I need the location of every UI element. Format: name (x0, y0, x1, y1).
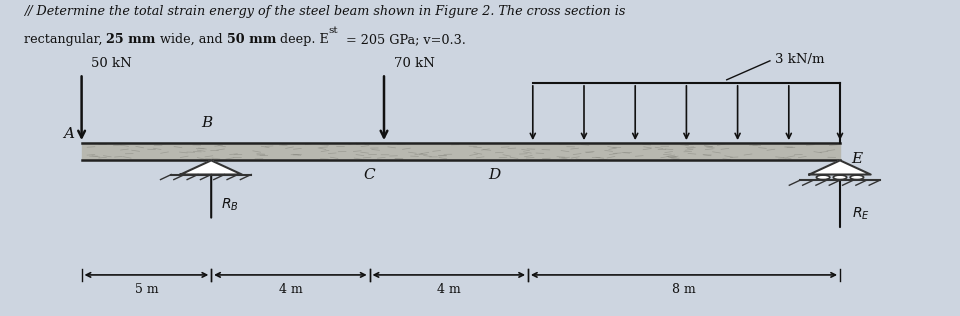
Bar (82, 143, 840, 161)
Text: // Determine the total strain energy of the steel beam shown in Figure 2. The cr: // Determine the total strain energy of … (24, 5, 625, 18)
Text: C: C (364, 168, 375, 182)
Circle shape (816, 175, 829, 179)
Text: deep. E: deep. E (276, 33, 328, 46)
Text: 3 kN/m: 3 kN/m (775, 53, 825, 66)
Text: rectangular,: rectangular, (24, 33, 107, 46)
Text: 8 m: 8 m (672, 283, 696, 296)
Circle shape (851, 175, 864, 179)
Text: 50 mm: 50 mm (227, 33, 276, 46)
Text: 4 m: 4 m (278, 283, 302, 296)
Text: wide, and: wide, and (156, 33, 227, 46)
Text: 50 kN: 50 kN (91, 57, 132, 70)
Text: $R_B$: $R_B$ (221, 197, 238, 213)
Text: 70 kN: 70 kN (394, 57, 435, 70)
Text: B: B (201, 116, 212, 130)
Text: st: st (328, 26, 338, 35)
Text: = 205 GPa; v=0.3.: = 205 GPa; v=0.3. (346, 33, 466, 46)
Text: A: A (63, 127, 74, 142)
Polygon shape (809, 161, 871, 174)
Circle shape (833, 175, 847, 179)
Text: D: D (489, 168, 500, 182)
Text: E: E (852, 152, 863, 166)
Text: 25 mm: 25 mm (107, 33, 156, 46)
Polygon shape (180, 161, 242, 174)
Text: 5 m: 5 m (134, 283, 158, 296)
Text: $R_E$: $R_E$ (852, 206, 870, 222)
Text: 4 m: 4 m (437, 283, 461, 296)
